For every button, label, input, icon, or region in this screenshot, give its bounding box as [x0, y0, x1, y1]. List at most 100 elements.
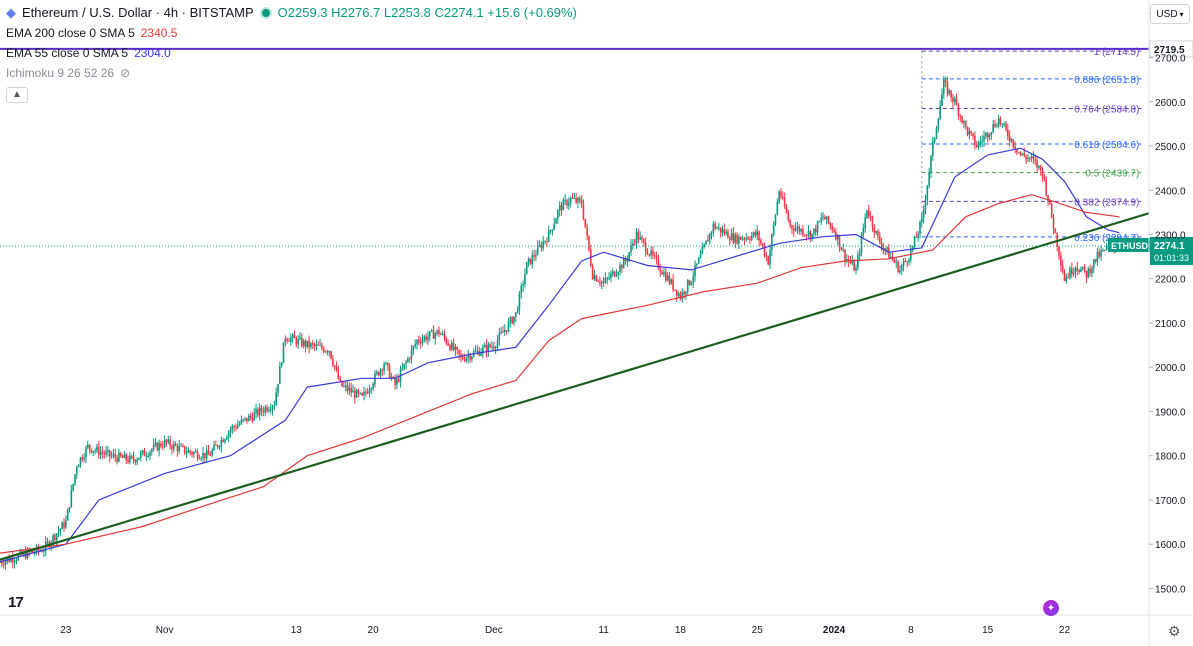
candle-body	[972, 133, 974, 136]
candle	[613, 270, 616, 278]
candle-body	[394, 377, 396, 385]
candle-body	[269, 409, 272, 411]
candle	[107, 446, 109, 457]
candle-body	[293, 334, 296, 339]
candle	[1030, 153, 1033, 162]
x-tick-label: 13	[291, 625, 303, 636]
candle	[950, 89, 952, 102]
legend-ema200-row[interactable]: EMA 200 close 0 SMA 5 2340.5	[6, 23, 577, 43]
candle	[293, 330, 296, 339]
candle-body	[487, 344, 490, 352]
candle	[994, 119, 996, 129]
candle	[1098, 248, 1101, 259]
candle	[1063, 269, 1066, 281]
candle	[121, 454, 124, 459]
candle	[215, 440, 217, 446]
candle	[474, 345, 477, 353]
tradingview-logo-icon[interactable]: 17	[8, 594, 24, 611]
fib-level-label: 0.886 (2651.8)	[1074, 75, 1139, 86]
assistant-icon[interactable]: ✦	[1043, 600, 1059, 616]
candle	[375, 369, 378, 376]
ohlc-values: O2259.3 H2276.7 L2253.8 C2274.1 +15.6 (+…	[277, 5, 577, 20]
candle	[381, 368, 384, 377]
currency-button[interactable]: USD ▾	[1150, 4, 1190, 24]
candle	[291, 332, 294, 344]
candle-body	[549, 230, 552, 232]
candle-body	[787, 212, 790, 221]
candle-body	[324, 351, 327, 353]
candle	[875, 230, 877, 235]
candle-body	[540, 245, 543, 249]
candle	[705, 240, 707, 245]
candle	[1036, 156, 1038, 173]
candle-body	[935, 128, 938, 138]
candle-body	[696, 263, 698, 266]
candle-body	[467, 355, 470, 358]
candle-body	[893, 259, 896, 263]
candle-body	[736, 234, 738, 244]
settings-gear-icon[interactable]: ⚙	[1168, 623, 1181, 639]
candle	[185, 446, 188, 459]
candle	[193, 450, 195, 458]
legend-ema55-row[interactable]: EMA 55 close 0 SMA 5 2304.0	[6, 43, 577, 63]
candle-body	[741, 238, 744, 240]
candle	[434, 331, 437, 345]
candle	[229, 426, 232, 438]
candle-body	[547, 230, 550, 242]
candle	[696, 263, 698, 269]
candle	[264, 405, 267, 417]
candle-body	[697, 257, 700, 264]
candle	[880, 237, 883, 252]
candle-body	[992, 124, 994, 132]
candle	[72, 483, 74, 492]
candle-body	[227, 432, 230, 438]
candle	[822, 211, 824, 221]
candle	[871, 215, 874, 232]
candle-body	[546, 240, 548, 242]
candle-body	[569, 197, 572, 203]
candle-body	[207, 450, 210, 456]
candle	[1047, 195, 1049, 207]
candle-body	[525, 262, 528, 275]
candle-body	[774, 214, 777, 225]
candle	[226, 435, 228, 440]
candle	[326, 349, 329, 356]
ema200-label: EMA 200 close 0 SMA 5	[6, 26, 135, 40]
candle-body	[686, 280, 689, 292]
candle	[54, 533, 56, 544]
candle-body	[244, 417, 246, 420]
ema-series	[0, 147, 1120, 563]
eye-hidden-icon[interactable]: ⊘	[120, 66, 131, 80]
candle	[1012, 139, 1015, 150]
candle-body	[516, 310, 519, 313]
candle	[119, 451, 122, 458]
candle-body	[251, 417, 254, 421]
candle-body	[721, 229, 724, 233]
candle-body	[760, 240, 762, 244]
candle	[661, 269, 663, 275]
candle-body	[899, 270, 901, 272]
candle-body	[928, 172, 930, 186]
candle	[1014, 141, 1016, 154]
collapse-legend-button[interactable]: ▲	[6, 87, 28, 103]
candle-body	[560, 204, 563, 211]
candle-body	[796, 226, 799, 229]
candle	[233, 424, 235, 433]
candle-body	[860, 235, 863, 253]
candle-body	[536, 245, 539, 255]
candle-body	[392, 376, 395, 378]
candle	[322, 346, 325, 354]
candle-body	[520, 285, 523, 294]
fibonacci-retracement: 1 (2714.5) 0.886 (2651.8) 0.764 (2584.8) 0.…	[921, 47, 1142, 244]
candle	[176, 443, 179, 457]
candle	[1065, 273, 1068, 284]
candle	[1067, 272, 1069, 279]
candle-body	[507, 321, 510, 332]
legend-ichimoku-row[interactable]: Ichimoku 9 26 52 26 ⊘	[6, 63, 577, 83]
candle-body	[661, 271, 663, 275]
candle	[43, 546, 45, 558]
candle	[1105, 243, 1108, 251]
candle-body	[438, 330, 440, 334]
candle	[405, 359, 407, 370]
